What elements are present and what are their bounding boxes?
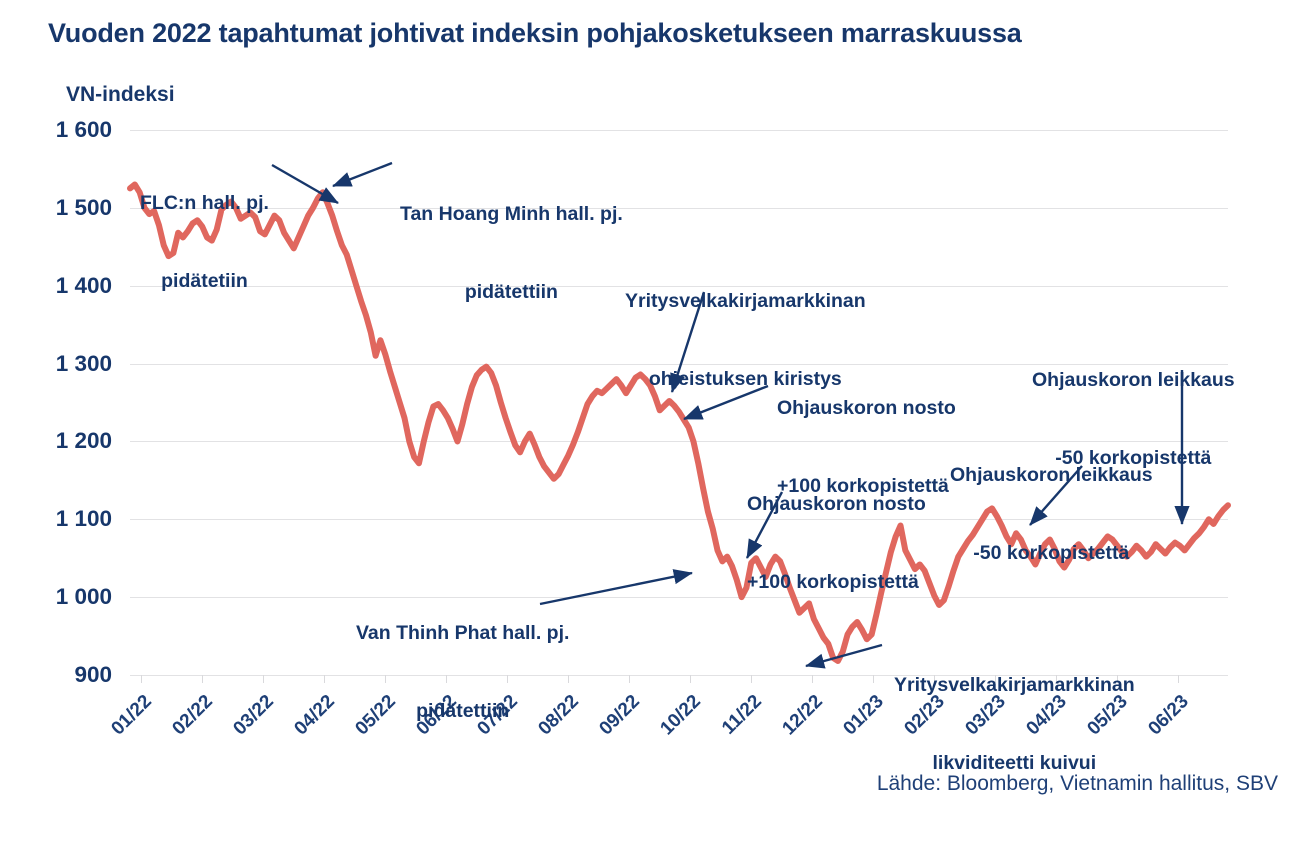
y-axis-tick-label: 900 (74, 662, 112, 687)
x-axis-tick-label: 01/23 (839, 691, 888, 740)
y-axis-tick-label: 1 400 (55, 272, 112, 298)
series-line-vn-index (127, 181, 1231, 664)
annotation-hike2-line2: +100 korkopistettä (747, 570, 919, 593)
y-axis-tick-label: 1 000 (55, 584, 112, 610)
annotation-flc-line2: pidätetiin (161, 269, 248, 292)
y-axis-title: VN-indeksi (66, 83, 175, 106)
y-axis-tick-label: 1 200 (55, 428, 112, 454)
line-series-vn-index (127, 181, 1231, 664)
x-axis-tick (995, 675, 996, 683)
gridline (130, 441, 1228, 443)
x-axis-tick (507, 675, 508, 683)
x-axis-tick-label: 04/22 (290, 691, 339, 740)
annotation-rate-hike-1: Ohjauskoron nosto +100 korkopistettä (777, 345, 956, 551)
annotation-cut2-line2: -50 korkopistettä (1055, 446, 1212, 469)
y-axis-tick-label: 1 300 (55, 350, 112, 376)
x-axis-tick-label: 10/22 (656, 691, 705, 740)
gridline (130, 675, 1228, 676)
annotation-van-thinh-phat: Van Thinh Phat hall. pj. pidätettiin (356, 570, 569, 776)
x-axis-tick (202, 675, 203, 683)
x-axis-tick-label: 06/23 (1144, 691, 1193, 740)
x-axis-tick (141, 675, 142, 683)
x-axis-tick (629, 675, 630, 683)
x-axis-tick (263, 675, 264, 683)
annotation-thm-line1: Tan Hoang Minh hall. pj. (400, 203, 623, 226)
x-axis-tick (385, 675, 386, 683)
annotation-cut2-line1: Ohjauskoron leikkaus (1032, 369, 1235, 392)
annotation-hike1-line2: +100 korkopistettä (777, 474, 949, 497)
annotation-hike2-line1: Ohjauskoron nosto (747, 493, 926, 516)
x-axis-tick (446, 675, 447, 683)
x-axis-tick (1178, 675, 1179, 683)
page-title: Vuoden 2022 tapahtumat johtivat indeksin… (48, 18, 1022, 48)
x-axis-tick-label: 02/22 (168, 691, 217, 740)
gridline (130, 285, 1228, 287)
annotation-flc-line1: FLC:n hall. pj. (140, 192, 269, 215)
annotation-flc: FLC:n hall. pj. pidätetiin (140, 140, 269, 346)
annotation-rate-hike-2: Ohjauskoron nosto +100 korkopistettä (747, 441, 926, 647)
x-axis-tick-label: 01/22 (107, 691, 156, 740)
gridline (130, 130, 1228, 131)
annotation-tan-hoang-minh: Tan Hoang Minh hall. pj. pidätettiin (400, 151, 623, 357)
x-axis-tick-label: 12/22 (778, 691, 827, 740)
x-axis-tick (568, 675, 569, 683)
annotation-bond-line1: Yritysvelkakirjamarkkinan (625, 290, 866, 313)
annotation-liq-line1: Yritysvelkakirjamarkkinan (894, 674, 1135, 697)
x-axis-tick (812, 675, 813, 683)
y-axis-tick-label: 1 600 (55, 117, 112, 142)
x-axis-tick (1117, 675, 1118, 683)
source-note: Lähde: Bloomberg, Vietnamin hallitus, SB… (876, 772, 1278, 795)
x-axis-tick-label: 09/22 (595, 691, 644, 740)
annotation-vtp-line1: Van Thinh Phat hall. pj. (356, 622, 570, 645)
x-axis-tick (1056, 675, 1057, 683)
y-axis-tick-label: 1 500 (55, 194, 112, 220)
x-axis-tick (873, 675, 874, 683)
y-axis-tick-label: 1 100 (55, 506, 112, 532)
x-axis-tick-label: 03/22 (229, 691, 278, 740)
annotation-corp-bond-liquidity: Yritysvelkakirjamarkkinan likviditeetti … (894, 622, 1135, 828)
x-axis-tick (934, 675, 935, 683)
x-axis-tick (751, 675, 752, 683)
x-axis-tick (324, 675, 325, 683)
x-axis-tick (690, 675, 691, 683)
annotation-hike1-line1: Ohjauskoron nosto (777, 397, 956, 420)
annotation-liq-line2: likviditeetti kuivui (932, 751, 1097, 774)
annotation-cut1-line2: -50 korkopistettä (973, 541, 1130, 564)
gridline (130, 207, 1228, 209)
annotation-vtp-line2: pidätettiin (416, 699, 510, 722)
x-axis-tick-label: 11/22 (718, 691, 766, 739)
gridline (130, 519, 1228, 521)
annotation-rate-cut-2: Ohjauskoron leikkaus -50 korkopistettä (1032, 317, 1235, 523)
annotation-thm-line2: pidätettiin (464, 280, 558, 303)
